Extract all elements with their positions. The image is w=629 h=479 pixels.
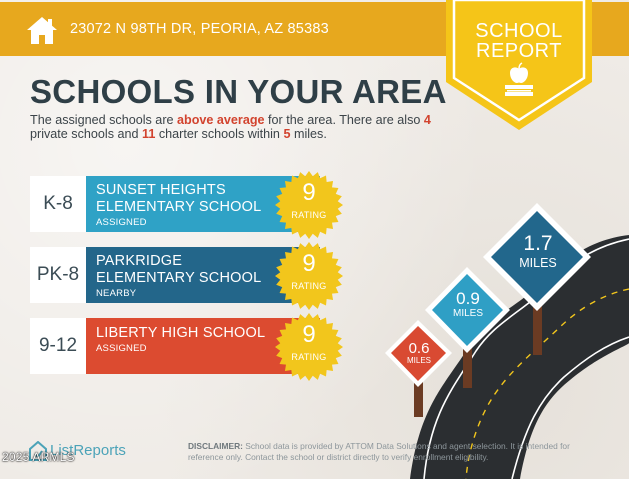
school-name-line1: SUNSET HEIGHTS	[96, 182, 226, 198]
intro-highlight-charter-count: 11	[142, 127, 156, 141]
school-report-badge: SCHOOL REPORT	[446, 0, 592, 132]
rating-seal-shape	[275, 313, 343, 381]
listreports-house-icon	[29, 441, 47, 461]
badge-title-line1: SCHOOL	[475, 20, 563, 42]
grade-range: PK-8	[30, 247, 86, 303]
property-address: 23072 N 98TH DR, PEORIA, AZ 85383	[70, 21, 329, 37]
intro-paragraph: The assigned schools are above average f…	[30, 113, 450, 141]
sign-0-9-unit: MILES	[452, 308, 483, 319]
sign-1-7-value: 1.7	[523, 232, 553, 255]
house-icon	[27, 17, 57, 44]
disclaimer-text: School data is provided by ATTOM Data So…	[188, 441, 570, 462]
rating-seal-shape	[275, 171, 343, 239]
distance-sign-0-6	[385, 320, 452, 387]
badge-title-line2: REPORT	[476, 40, 562, 62]
school-type: NEARBY	[96, 288, 137, 299]
intro-text-1: The assigned schools are	[30, 113, 178, 127]
sign-0-6-value: 0.6	[408, 340, 430, 357]
school-name-line2: ELEMENTARY SCHOOL	[96, 199, 262, 215]
school-type: ASSIGNED	[96, 343, 147, 354]
rating-seal: 9 RATING	[274, 170, 344, 240]
school-row-parkridge: PK-8 PARKRIDGE ELEMENTARY SCHOOL NEARBY …	[30, 242, 350, 310]
rating-value: 9	[302, 250, 316, 277]
school-name-line1: LIBERTY HIGH SCHOOL	[96, 325, 266, 341]
apple-on-books-icon	[505, 62, 533, 96]
rating-seal: 9 RATING	[274, 241, 344, 311]
rating-label: RATING	[291, 352, 327, 362]
road-illustration	[385, 203, 629, 479]
grade-range: 9-12	[30, 318, 86, 374]
disclaimer: DISCLAIMER: School data is provided by A…	[188, 441, 583, 463]
sign-0-9-value: 0.9	[456, 289, 480, 308]
intro-text-5: miles.	[290, 127, 327, 141]
rating-seal: 9 RATING	[274, 312, 344, 382]
rating-seal-shape	[275, 242, 343, 310]
school-row-sunset-heights: K-8 SUNSET HEIGHTS ELEMENTARY SCHOOL ASS…	[30, 171, 350, 239]
school-row-liberty-high: 9-12 LIBERTY HIGH SCHOOL ASSIGNED 9 RATI…	[30, 313, 350, 381]
sign-post-0-6	[414, 375, 423, 417]
school-name-line2: ELEMENTARY SCHOOL	[96, 270, 262, 286]
mls-watermark: 2025 ARMLS	[2, 450, 75, 464]
sign-post-1-7	[533, 295, 542, 355]
school-name-bar: SUNSET HEIGHTS ELEMENTARY SCHOOL ASSIGNE…	[86, 176, 320, 232]
school-name-bar: PARKRIDGE ELEMENTARY SCHOOL NEARBY	[86, 247, 320, 303]
intro-highlight-rating: above average	[177, 113, 265, 127]
distance-sign-0-9	[425, 267, 510, 353]
rating-label: RATING	[291, 210, 327, 220]
sign-1-7-unit: MILES	[519, 256, 557, 270]
sign-0-6-unit: MILES	[406, 356, 431, 365]
intro-text-2: for the area. There are also	[264, 113, 424, 127]
intro-highlight-miles: 5	[283, 127, 291, 141]
page-title: SCHOOLS IN YOUR AREA	[30, 73, 447, 110]
rating-label: RATING	[291, 281, 327, 291]
disclaimer-lead: DISCLAIMER:	[188, 441, 243, 451]
school-type: ASSIGNED	[96, 217, 147, 228]
grade-range: K-8	[30, 176, 86, 232]
distance-sign-1-7	[483, 203, 591, 311]
sign-post-0-9	[463, 338, 472, 388]
rating-value: 9	[302, 321, 316, 348]
listreports-logo-text: ListReports	[50, 442, 126, 459]
school-name-line1: PARKRIDGE	[96, 253, 183, 269]
intro-highlight-private-count: 4	[423, 113, 431, 127]
intro-text-3: private schools and	[30, 127, 143, 141]
intro-text-4: charter schools within	[155, 127, 284, 141]
rating-value: 9	[302, 179, 316, 206]
